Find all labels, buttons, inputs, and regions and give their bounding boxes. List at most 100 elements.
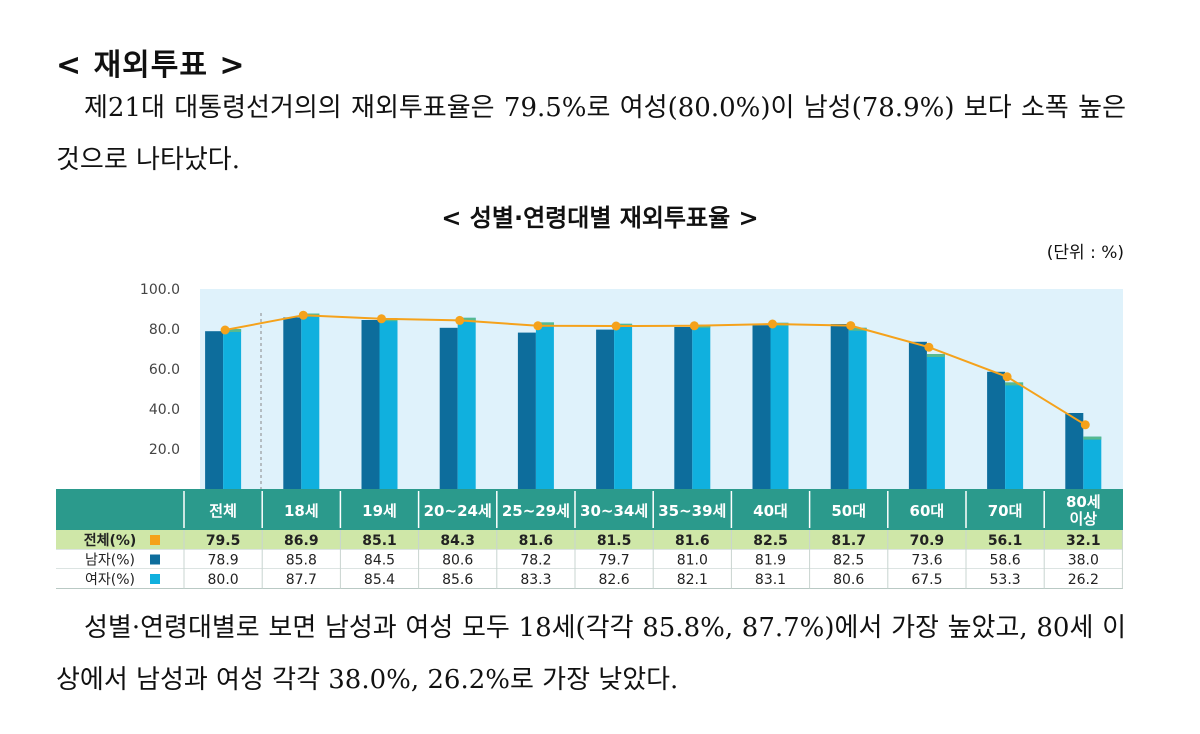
- table-cell: 81.7: [831, 533, 866, 549]
- table-cell: 85.4: [364, 572, 395, 588]
- y-tick-label: 60.0: [149, 362, 180, 378]
- male-bar: [596, 329, 615, 489]
- chart: 100.0 80.0 60.0 40.0 20.0 전체 18세 19세 20~24세 25~2…: [56, 282, 1123, 589]
- male-bar: [752, 325, 771, 489]
- unit-label: (단위 : %): [1046, 243, 1124, 263]
- male-bar: [361, 320, 380, 489]
- intro-paragraph: 제21대 대통령선거의의 재외투표율은 79.5%로 여성(80.0%)이 남성…: [56, 93, 1126, 175]
- table-cell: 53.3: [990, 572, 1021, 588]
- table-cell: 67.5: [911, 572, 942, 588]
- table-cell: 26.2: [1068, 572, 1099, 588]
- total-point: [846, 321, 856, 331]
- female-bar: [848, 327, 867, 489]
- total-point: [768, 319, 777, 329]
- table-cell: 83.3: [520, 572, 551, 588]
- table-cell: 32.1: [1066, 533, 1101, 549]
- male-bar: [674, 327, 693, 489]
- legend-swatch: [150, 535, 160, 545]
- female-bar-cap: [457, 317, 476, 321]
- category-label: 35~39세: [658, 502, 726, 520]
- table-cell: 56.1: [988, 533, 1023, 549]
- table-cell: 81.6: [519, 533, 554, 549]
- legend-swatch: [150, 554, 160, 565]
- summary-paragraph: 성별·연령대별로 보면 남성과 여성 모두 18세(각각 85.8%, 87.7…: [56, 613, 1126, 695]
- table-cell: 70.9: [910, 533, 945, 549]
- table-cell: 80.6: [442, 553, 473, 569]
- table-cell: 85.6: [442, 572, 473, 588]
- female-bar-cap: [1083, 436, 1102, 440]
- male-bar: [1065, 413, 1084, 489]
- female-bar-cap: [1005, 382, 1024, 386]
- table-cell: 81.0: [677, 553, 708, 569]
- female-bar: [223, 329, 242, 489]
- total-point: [611, 321, 621, 331]
- total-point: [924, 342, 934, 352]
- total-point: [689, 321, 699, 331]
- table-cell: 78.2: [520, 553, 551, 569]
- table-cell: 84.5: [364, 553, 395, 569]
- male-bar: [517, 332, 536, 489]
- category-label: 25~29세: [502, 502, 570, 520]
- table-cell: 58.6: [990, 553, 1021, 569]
- total-point: [1080, 420, 1090, 430]
- row-label: 남자(%): [85, 553, 135, 569]
- female-bar: [1005, 382, 1024, 489]
- category-label: 19세: [362, 502, 397, 520]
- legend-swatch: [150, 574, 160, 584]
- female-bar: [301, 313, 320, 489]
- female-bar-cap: [926, 354, 945, 357]
- table-cell: 87.7: [286, 572, 317, 588]
- female-bar: [535, 322, 554, 489]
- section-title: < 재외투표 >: [56, 48, 246, 83]
- table-cell: 86.9: [284, 533, 319, 549]
- male-bar: [205, 331, 224, 489]
- row-label: 여자(%): [85, 572, 135, 588]
- total-line-group: [220, 310, 1090, 430]
- total-point: [533, 321, 543, 331]
- table-cell: 82.5: [833, 553, 864, 569]
- female-bar-cap: [223, 329, 242, 332]
- female-bar: [614, 323, 633, 489]
- bars-group: [205, 313, 1102, 489]
- category-label: 20~24세: [424, 502, 492, 520]
- table-cell: 82.1: [677, 572, 708, 588]
- table-cell: 81.9: [755, 553, 786, 569]
- female-bar: [926, 354, 945, 489]
- table-cell: 81.6: [675, 533, 710, 549]
- y-tick-label: 40.0: [149, 402, 180, 418]
- male-bar: [830, 324, 849, 489]
- table-cell: 79.5: [206, 533, 241, 549]
- data-table: 전체 18세 19세 20~24세 25~29세 30~34세 35~39세 40대 50대 60…: [56, 489, 1123, 589]
- table-cell: 80.0: [208, 572, 239, 588]
- total-point: [1002, 372, 1012, 382]
- table-cell: 82.5: [753, 533, 788, 549]
- total-point: [377, 314, 386, 324]
- table-cell: 82.6: [599, 572, 630, 588]
- table-cell: 85.8: [286, 553, 317, 569]
- total-point: [298, 310, 308, 320]
- category-label: 18세: [284, 502, 319, 520]
- row-label: 전체(%): [84, 532, 137, 549]
- y-axis: 100.0 80.0 60.0 40.0 20.0: [140, 282, 180, 458]
- total-point: [455, 315, 465, 325]
- table-cell: 38.0: [1068, 553, 1099, 569]
- total-line: [224, 314, 1086, 426]
- female-bar: [692, 324, 711, 489]
- table-cell: 79.7: [599, 553, 630, 569]
- table-cell: 73.6: [911, 553, 942, 569]
- female-bar: [770, 322, 789, 489]
- y-tick-label: 100.0: [140, 282, 180, 298]
- category-label: 60대: [910, 502, 945, 520]
- total-row: [56, 530, 1123, 550]
- table-cell: 80.6: [833, 572, 864, 588]
- category-label: 80세 이상: [1066, 493, 1101, 528]
- female-bar: [457, 317, 476, 489]
- male-bar: [283, 317, 302, 489]
- category-label: 40대: [753, 502, 788, 520]
- table-cell: 83.1: [755, 572, 786, 588]
- table-header-row: [56, 489, 1123, 530]
- plot-background: [200, 289, 1123, 489]
- y-tick-label: 80.0: [149, 322, 180, 338]
- category-label: 전체: [209, 502, 237, 520]
- table-cell: 84.3: [440, 533, 475, 549]
